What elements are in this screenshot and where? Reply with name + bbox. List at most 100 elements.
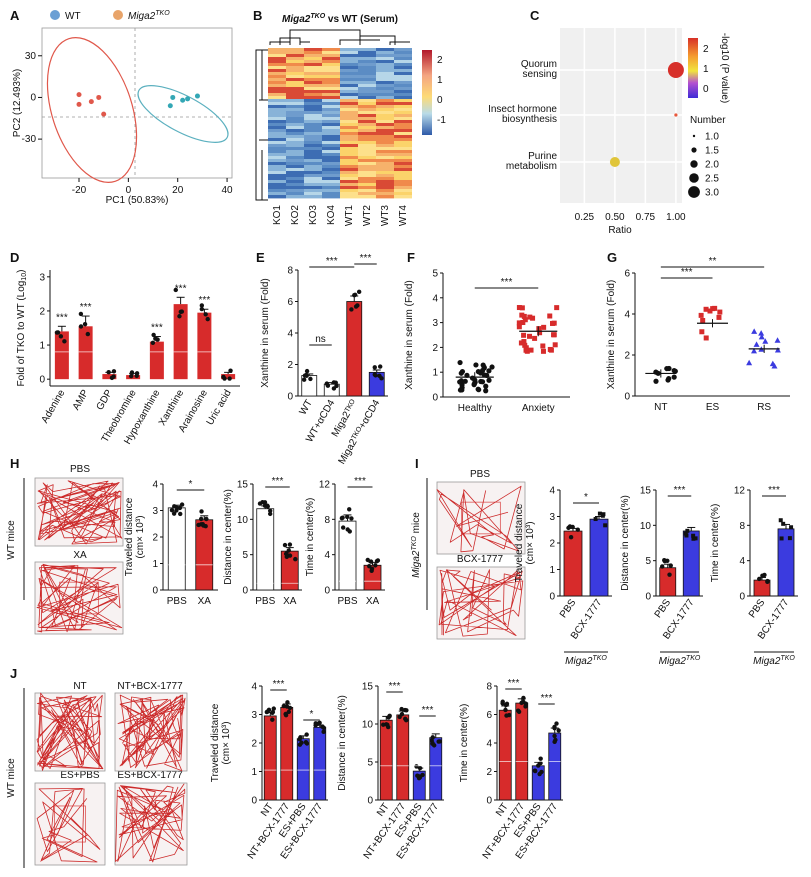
data-point	[521, 339, 527, 345]
y-tick-label: 8	[287, 266, 293, 277]
data-point	[313, 721, 318, 726]
legend-tko-marker	[113, 10, 123, 20]
heatmap-cell	[304, 51, 322, 55]
bar	[659, 567, 677, 597]
heatmap-cell	[322, 174, 340, 178]
heatmap-cell	[322, 96, 340, 100]
category-label: PBS	[167, 596, 187, 607]
data-point	[150, 340, 156, 346]
heatmap-cell	[268, 114, 286, 118]
open-field-track-xa	[34, 561, 124, 635]
heatmap-cell	[286, 84, 304, 88]
heatmap-cell	[394, 108, 412, 112]
heatmap-cell	[304, 102, 322, 106]
heatmap-cell	[394, 60, 412, 64]
heatmap-cell	[286, 195, 304, 199]
movement-track	[436, 485, 522, 553]
heatmap-cell	[358, 66, 376, 70]
heatmap-cell	[394, 135, 412, 139]
heatmap-cell	[304, 81, 322, 85]
data-point	[552, 725, 557, 731]
data-point	[523, 345, 529, 351]
data-point	[707, 308, 713, 314]
heatmap-cell	[304, 84, 322, 88]
data-point	[198, 516, 204, 522]
heatmap-cell	[268, 192, 286, 196]
heatmap-cell	[268, 81, 286, 85]
heatmap-cell	[376, 159, 394, 163]
x-tick-label: 0.75	[636, 212, 656, 223]
y-axis-label: Xanthine in serum (Fold)	[260, 278, 271, 388]
data-point	[178, 511, 183, 517]
size-legend-label: 1.0	[705, 132, 719, 143]
data-point	[516, 320, 522, 326]
heatmap-column-label: KO3	[308, 205, 319, 225]
data-point	[471, 382, 477, 388]
data-point	[308, 376, 313, 382]
heatmap-cell	[304, 183, 322, 187]
tko-confidence-ellipse	[46, 37, 138, 183]
heatmap-cell	[322, 66, 340, 70]
data-point	[177, 505, 183, 511]
data-point	[570, 524, 575, 530]
data-point	[779, 536, 784, 541]
y-tick-label: 12	[734, 486, 746, 497]
heatmap-cell	[322, 117, 340, 121]
heatmap-cell	[268, 129, 286, 133]
bubble-colorbar-title: -log10 (P value)	[719, 33, 730, 103]
heatmap-cell	[340, 126, 358, 130]
data-point	[751, 328, 758, 334]
y-tick-label: 15	[640, 486, 652, 497]
y-tick-label: 15	[237, 480, 249, 491]
heatmap-cell	[394, 63, 412, 67]
data-point	[62, 339, 67, 344]
pathway-label: sensing	[523, 69, 557, 80]
bubble-colorbar-tick: 0	[703, 84, 709, 95]
comparison-label: *	[189, 479, 193, 490]
heatmap-cell	[322, 168, 340, 172]
maze-label-es-pbs: ES+PBS	[60, 770, 100, 781]
panel-letter-b: B	[253, 8, 262, 23]
heatmap-cell	[322, 60, 340, 64]
heatmap-cell	[286, 93, 304, 97]
wt-sample-point	[167, 103, 173, 109]
movement-track	[36, 788, 101, 863]
open-field-track-pbs	[34, 477, 124, 547]
heatmap-cell	[358, 111, 376, 115]
heatmap-cell	[286, 147, 304, 151]
panel-j-side-label: WT mice	[6, 758, 17, 798]
heatmap-cell	[376, 120, 394, 124]
heatmap-cell	[376, 135, 394, 139]
heatmap-cell	[286, 129, 304, 133]
data-point	[106, 370, 111, 375]
comparison-label: ***	[273, 679, 285, 690]
data-point	[262, 500, 268, 505]
data-point	[519, 700, 524, 706]
heatmap-cell	[376, 51, 394, 55]
heatmap-cell	[268, 156, 286, 160]
heatmap-title: Miga2TKO vs WT (Serum)	[282, 13, 398, 25]
heatmap-cell	[376, 69, 394, 73]
heatmap-cell	[268, 186, 286, 190]
data-point	[345, 514, 350, 520]
x-tick-label: -20	[72, 185, 87, 196]
y-tick-label: 0	[624, 392, 630, 403]
heatmap-cell	[394, 51, 412, 55]
heatmap-cell	[304, 105, 322, 109]
heatmap-cell	[304, 69, 322, 73]
data-point	[703, 335, 709, 341]
heatmap-cell	[358, 84, 376, 88]
heatmap-cell	[304, 90, 322, 94]
bubble-colorbar	[688, 38, 698, 98]
heatmap-cell	[286, 99, 304, 103]
data-point	[287, 705, 293, 711]
category-label: XA	[283, 596, 297, 607]
data-point	[373, 563, 378, 568]
heatmap-cell	[340, 195, 358, 199]
heatmap-column-label: WT2	[362, 205, 373, 227]
heatmap-cell	[304, 57, 322, 61]
data-point	[787, 536, 792, 541]
data-point	[486, 377, 492, 383]
